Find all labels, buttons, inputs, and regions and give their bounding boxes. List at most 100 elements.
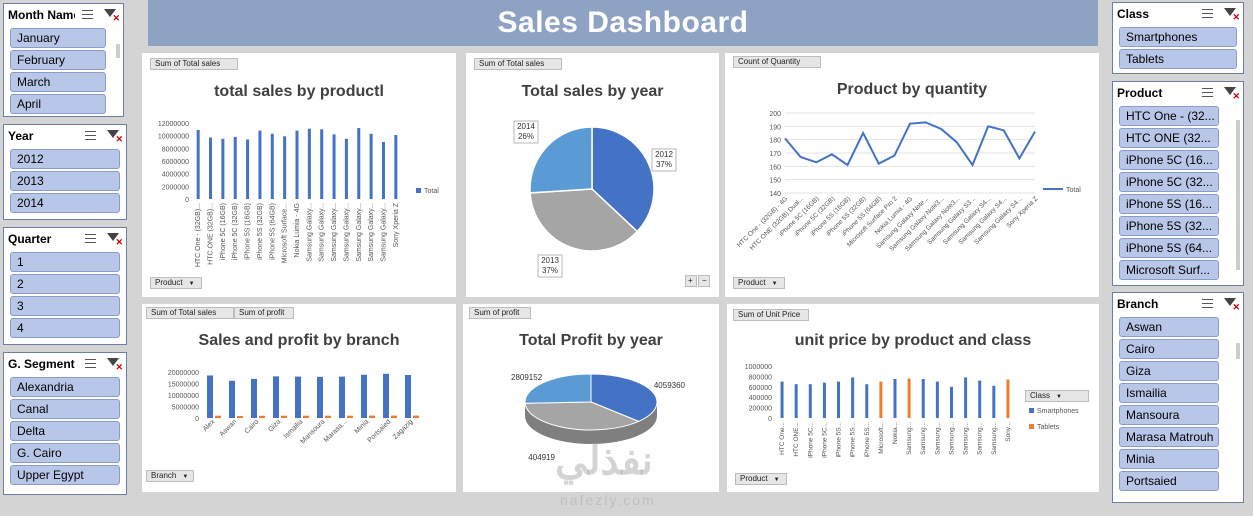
chart-profit-by-year[interactable]: Sum of profit Total Profit by year 40593… [463, 304, 719, 492]
x-tick-label: Microsoft Surface... [282, 203, 289, 263]
legend-label: Total [424, 188, 439, 195]
multi-select-icon[interactable] [84, 357, 100, 371]
scrollbar[interactable] [1236, 343, 1240, 359]
bar [295, 376, 301, 418]
data-label: 4059360 [654, 381, 686, 390]
branch-item-portsaied[interactable]: Portsaied [1119, 471, 1219, 491]
multi-select-icon[interactable] [84, 232, 100, 246]
branch-item-minia[interactable]: Minia [1119, 449, 1219, 469]
bar [196, 129, 200, 199]
branch-item-mansoura[interactable]: Mansoura [1119, 405, 1219, 425]
clear-filter-icon[interactable] [106, 357, 123, 373]
field-button-sum-total-sales[interactable]: Sum of Total sales [150, 58, 238, 70]
month-item-january[interactable]: January [10, 28, 106, 48]
chart-product-by-quantity[interactable]: Count of Quantity Product by quantity 14… [725, 53, 1099, 297]
class-item-smartphones[interactable]: Smartphones [1119, 27, 1237, 47]
x-tick-label: iPhone 5C (32GB) [232, 203, 239, 260]
field-button-sum-total-sales[interactable]: Sum of Total sales [474, 58, 562, 70]
segment-item-canal[interactable]: Canal [10, 399, 120, 419]
branch-item-ismailia[interactable]: Ismailia [1119, 383, 1219, 403]
quarter-item-1[interactable]: 1 [10, 252, 120, 272]
year-item-2013[interactable]: 2013 [10, 171, 120, 191]
bar [207, 375, 213, 418]
field-button-class[interactable]: Class [1025, 390, 1089, 402]
product-item[interactable]: HTC ONE (32... [1119, 128, 1219, 148]
chart-sales-by-product[interactable]: Sum of Total sales total sales by produc… [142, 53, 456, 297]
year-item-2012[interactable]: 2012 [10, 149, 120, 169]
multi-select-icon[interactable] [81, 8, 97, 22]
clear-filter-icon[interactable] [1223, 7, 1240, 23]
field-button-product[interactable]: Product [733, 277, 785, 289]
x-tick-label: Mansoura [299, 418, 326, 445]
clear-filter-icon[interactable] [106, 129, 123, 145]
product-item[interactable]: iPhone 5C (16... [1119, 150, 1219, 170]
field-button-count-quantity[interactable]: Count of Quantity [733, 56, 821, 68]
field-button-product[interactable]: Product [150, 277, 202, 289]
x-tick-label: iPhone 5S... [864, 422, 871, 458]
data-label: 37% [542, 266, 558, 275]
field-button-sum-total-sales[interactable]: Sum of Total sales [146, 307, 234, 319]
month-item-february[interactable]: February [10, 50, 106, 70]
clear-filter-icon[interactable] [103, 8, 120, 24]
product-item[interactable]: iPhone 5S (32... [1119, 216, 1219, 236]
chart-unit-price[interactable]: Sum of Unit Price unit price by product … [727, 304, 1099, 492]
chart-sales-by-year[interactable]: Sum of Total sales Total sales by year 2… [466, 53, 719, 297]
quarter-item-2[interactable]: 2 [10, 274, 120, 294]
clear-filter-icon[interactable] [106, 232, 123, 248]
branch-item-marasa-matrouh[interactable]: Marasa Matrouh [1119, 427, 1219, 447]
product-item[interactable]: iPhone 5S (64... [1119, 238, 1219, 258]
data-label: 2013 [541, 256, 559, 265]
x-tick-label: Samsung... [934, 422, 941, 455]
y-tick-label: 2000000 [162, 184, 189, 191]
pie-slice [590, 373, 658, 422]
branch-item-giza[interactable]: Giza [1119, 361, 1219, 381]
quarter-item-4[interactable]: 4 [10, 318, 120, 338]
x-tick-label: iPhone 5S... [836, 422, 843, 458]
expand-button[interactable]: + [685, 275, 697, 287]
chart-sales-profit-by-branch[interactable]: Sum of Total sales Sum of profit Sales a… [142, 304, 456, 492]
product-item[interactable]: iPhone 5C (32... [1119, 172, 1219, 192]
segment-item-g-cairo[interactable]: G. Cairo [10, 443, 120, 463]
bar [361, 374, 367, 418]
scrollbar[interactable] [116, 44, 120, 58]
y-tick-label: 400000 [749, 395, 772, 402]
branch-item-cairo[interactable]: Cairo [1119, 339, 1219, 359]
year-item-2014[interactable]: 2014 [10, 193, 120, 213]
multi-select-icon[interactable] [1201, 297, 1217, 311]
bar [978, 380, 982, 418]
scrollbar[interactable] [1236, 120, 1240, 270]
x-tick-label: HTC ONE (32GB)... [208, 203, 215, 265]
field-button-sum-profit[interactable]: Sum of profit [234, 307, 294, 319]
month-item-april[interactable]: April [10, 94, 106, 114]
y-tick-label: 15000000 [168, 382, 199, 389]
field-button-sum-unit-price[interactable]: Sum of Unit Price [733, 309, 809, 321]
field-button-product[interactable]: Product [735, 473, 787, 485]
class-item-tablets[interactable]: Tablets [1119, 49, 1237, 69]
product-item[interactable]: HTC One - (32... [1119, 106, 1219, 126]
clear-filter-icon[interactable] [1223, 86, 1240, 102]
month-item-march[interactable]: March [10, 72, 106, 92]
multi-select-icon[interactable] [1201, 7, 1217, 21]
field-button-sum-profit[interactable]: Sum of profit [469, 307, 531, 319]
branch-item-aswan[interactable]: Aswan [1119, 317, 1219, 337]
collapse-button[interactable]: − [698, 275, 710, 287]
data-label: 2012 [655, 150, 673, 159]
product-item[interactable]: Microsoft Surf... [1119, 260, 1219, 280]
segment-item-alexandria[interactable]: Alexandria [10, 377, 120, 397]
clear-filter-icon[interactable] [1223, 297, 1240, 313]
y-tick-label: 170 [769, 151, 781, 158]
multi-select-icon[interactable] [1201, 86, 1217, 100]
month-slicer-title: Month Name [8, 8, 75, 22]
bar [822, 382, 826, 418]
x-tick-label: Nokia Lumia - 4G [294, 203, 301, 257]
x-tick-label: Samsung Galaxy... [306, 203, 313, 262]
legend-label: Tablets [1037, 424, 1060, 431]
segment-item-delta[interactable]: Delta [10, 421, 120, 441]
bar [369, 133, 373, 199]
segment-item-upper-egypt[interactable]: Upper Egypt [10, 465, 120, 485]
multi-select-icon[interactable] [84, 129, 100, 143]
quarter-item-3[interactable]: 3 [10, 296, 120, 316]
y-tick-label: 0 [195, 416, 199, 423]
product-item[interactable]: iPhone 5S (16... [1119, 194, 1219, 214]
field-button-branch[interactable]: Branch [146, 470, 194, 482]
